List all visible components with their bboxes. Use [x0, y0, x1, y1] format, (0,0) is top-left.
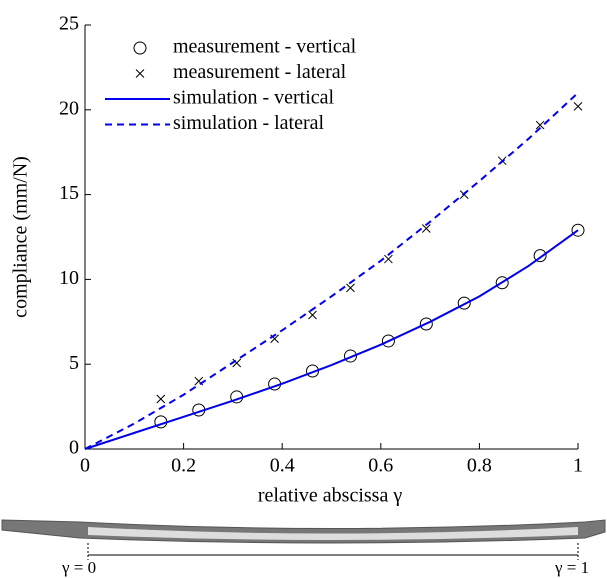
- data-line: [84, 92, 579, 450]
- y-tick-label: 25: [59, 13, 79, 35]
- data-point: [343, 349, 357, 363]
- x-tick-label: 0: [80, 455, 90, 477]
- legend-marker: [133, 41, 147, 55]
- x-axis-label: relative abscissa γ: [258, 485, 402, 507]
- data-point: [533, 249, 547, 263]
- legend-label: measurement - lateral: [173, 61, 347, 83]
- x-tick-label: 1: [573, 455, 583, 477]
- data-point: [571, 223, 585, 237]
- data-point: [419, 317, 433, 331]
- data-point: [381, 334, 395, 348]
- y-tick-label: 20: [59, 97, 79, 119]
- y-axis-label: compliance (mm/N): [10, 156, 32, 318]
- data-point: [156, 394, 166, 404]
- legend-label: measurement - vertical: [173, 36, 357, 58]
- data-point: [232, 358, 242, 368]
- data-point: [421, 224, 431, 233]
- data-point: [573, 102, 583, 111]
- legend-label: simulation - vertical: [173, 87, 335, 109]
- data-point: [346, 283, 355, 293]
- data-line: [84, 229, 579, 450]
- y-tick-label: 10: [59, 267, 79, 289]
- x-tick-label: 0.2: [171, 455, 196, 477]
- beam-diagram: [1, 519, 606, 560]
- data-point: [384, 254, 393, 264]
- x-tick-label: 0.8: [467, 455, 492, 477]
- legend-label: simulation - lateral: [173, 112, 325, 134]
- x-tick-label: 0.4: [270, 455, 295, 477]
- legend-marker: [135, 69, 145, 78]
- diagram-label: γ = 1: [554, 558, 589, 577]
- y-tick-label: 0: [69, 437, 79, 459]
- data-point: [308, 310, 317, 320]
- data-point: [535, 120, 545, 130]
- y-tick-label: 5: [69, 352, 79, 374]
- data-point: [495, 276, 509, 290]
- y-tick-label: 15: [59, 182, 79, 204]
- diagram-label: γ = 0: [61, 558, 96, 577]
- data-point: [457, 296, 471, 310]
- x-tick-label: 0.6: [368, 455, 393, 477]
